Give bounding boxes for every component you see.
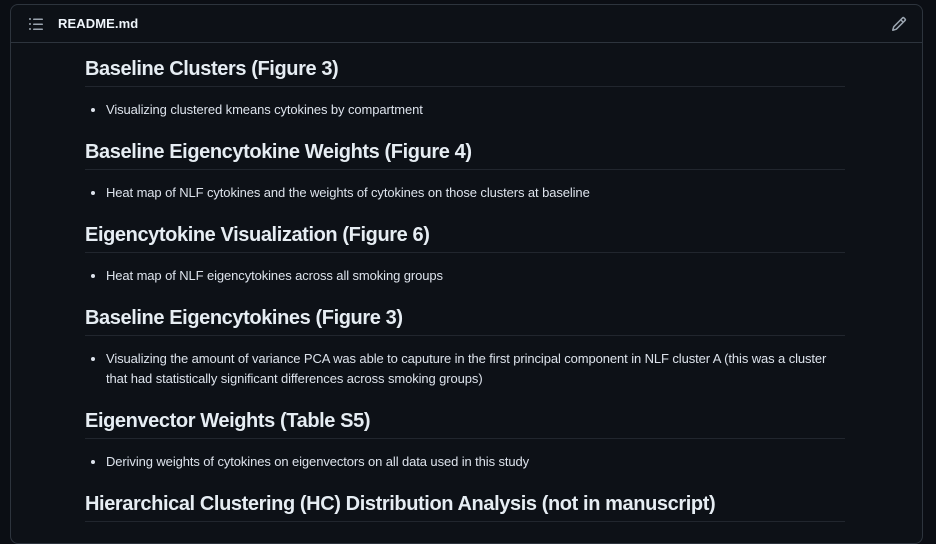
section-heading: Eigencytokine Visualization (Figure 6) — [85, 224, 845, 253]
section-bullet-list: Visualizing clustered kmeans cytokines b… — [85, 100, 845, 120]
edit-readme-button[interactable] — [886, 11, 912, 37]
readme-section: Baseline Eigencytokines (Figure 3) Visua… — [85, 307, 845, 389]
readme-panel-header: README.md — [11, 5, 922, 43]
readme-panel: README.md Baseline Clusters (Figure 3) V… — [10, 4, 923, 544]
section-heading: Baseline Eigencytokine Weights (Figure 4… — [85, 141, 845, 170]
section-heading: Baseline Clusters (Figure 3) — [85, 58, 845, 87]
readme-markdown-body: Baseline Clusters (Figure 3) Visualizing… — [85, 43, 845, 522]
bullet-item: Heat map of NLF eigencytokines across al… — [106, 266, 845, 286]
pencil-icon — [891, 16, 907, 32]
section-heading: Eigenvector Weights (Table S5) — [85, 410, 845, 439]
list-unordered-icon — [28, 16, 44, 32]
readme-filename: README.md — [58, 16, 139, 31]
readme-section: Baseline Eigencytokine Weights (Figure 4… — [85, 141, 845, 203]
bullet-item: Deriving weights of cytokines on eigenve… — [106, 452, 845, 472]
bullet-item: Visualizing clustered kmeans cytokines b… — [106, 100, 845, 120]
bullet-item: Heat map of NLF cytokines and the weight… — [106, 183, 845, 203]
section-bullet-list: Heat map of NLF cytokines and the weight… — [85, 183, 845, 203]
readme-section: Eigencytokine Visualization (Figure 6) H… — [85, 224, 845, 286]
outline-toggle-button[interactable] — [23, 11, 49, 37]
readme-section: Baseline Clusters (Figure 3) Visualizing… — [85, 58, 845, 120]
readme-section: Eigenvector Weights (Table S5) Deriving … — [85, 410, 845, 472]
section-heading: Baseline Eigencytokines (Figure 3) — [85, 307, 845, 336]
section-heading: Hierarchical Clustering (HC) Distributio… — [85, 493, 845, 522]
section-bullet-list: Deriving weights of cytokines on eigenve… — [85, 452, 845, 472]
bullet-item: Visualizing the amount of variance PCA w… — [106, 349, 845, 389]
section-bullet-list: Visualizing the amount of variance PCA w… — [85, 349, 845, 389]
readme-section: Hierarchical Clustering (HC) Distributio… — [85, 493, 845, 522]
section-bullet-list: Heat map of NLF eigencytokines across al… — [85, 266, 845, 286]
